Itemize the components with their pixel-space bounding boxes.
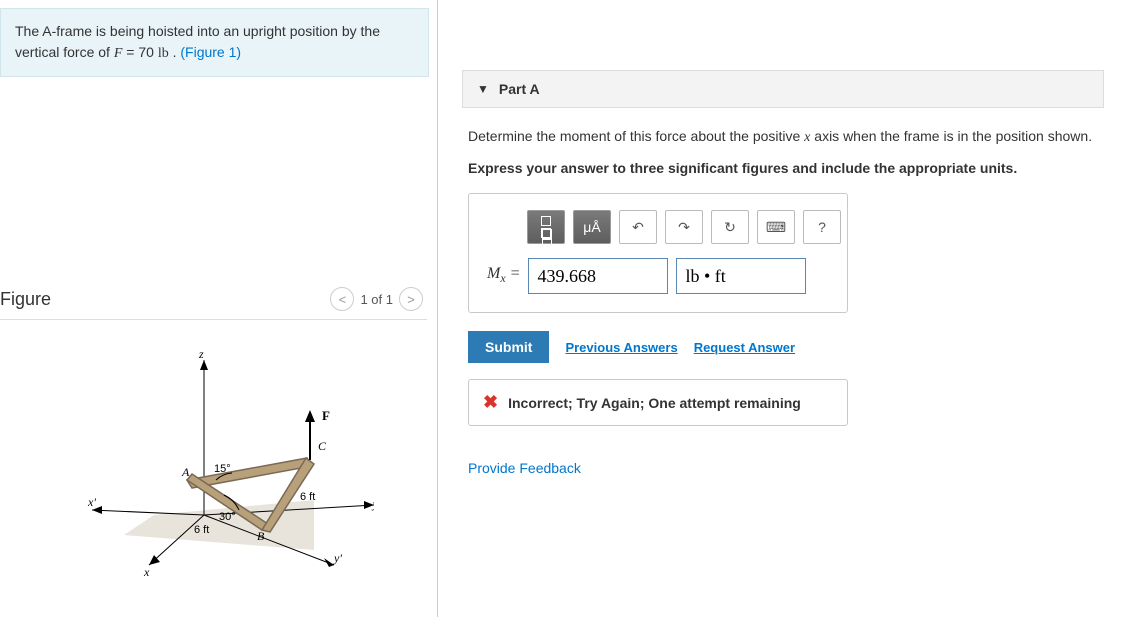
dim-left-label: 6 ft	[194, 524, 209, 536]
redo-button[interactable]: ↷	[665, 210, 703, 244]
part-prompt-1: Determine the moment of this force about…	[468, 126, 1098, 148]
axis-y-label: y	[371, 497, 373, 511]
dim-right-label: 6 ft	[300, 491, 315, 503]
incorrect-icon: ✖	[483, 392, 498, 413]
problem-statement: The A-frame is being hoisted into an upr…	[0, 8, 429, 77]
figure-heading: Figure	[0, 289, 51, 310]
angle-15-label: 15°	[214, 463, 231, 475]
angle-30-label: 30°	[219, 511, 236, 523]
feedback-message: Incorrect; Try Again; One attempt remain…	[508, 395, 801, 411]
request-answer-link[interactable]: Request Answer	[694, 340, 795, 355]
keyboard-button[interactable]: ⌨	[757, 210, 795, 244]
point-b-label: B	[257, 529, 265, 543]
figure-diagram: z F C A B 15° 30° 6 ft 6 ft x' y x y'	[54, 340, 374, 580]
answer-lhs: Mx =	[487, 265, 520, 286]
answer-toolbar: μÅ ↶ ↷ ↻ ⌨ ?	[527, 210, 829, 244]
figure-reference-link[interactable]: (Figure 1)	[180, 44, 241, 60]
collapse-caret-icon: ▼	[477, 82, 489, 96]
force-label: F	[322, 408, 330, 423]
point-c-label: C	[318, 439, 327, 453]
figure-nav-text: 1 of 1	[360, 292, 393, 307]
axis-z-label: z	[198, 347, 204, 361]
answer-unit-input[interactable]	[676, 258, 806, 294]
answer-panel: μÅ ↶ ↷ ↻ ⌨ ? Mx =	[468, 193, 848, 313]
point-a-label: A	[181, 465, 190, 479]
problem-unit: lb	[158, 46, 169, 61]
problem-eq: = 70	[122, 44, 157, 60]
figure-prev-button[interactable]: <	[330, 287, 354, 311]
axis-xprime-label: x'	[87, 495, 96, 509]
provide-feedback-link[interactable]: Provide Feedback	[468, 460, 1098, 476]
answer-row: Mx =	[487, 258, 829, 294]
undo-button[interactable]: ↶	[619, 210, 657, 244]
help-button[interactable]: ?	[803, 210, 841, 244]
previous-answers-link[interactable]: Previous Answers	[565, 340, 677, 355]
submit-button[interactable]: Submit	[468, 331, 549, 363]
units-button[interactable]: μÅ	[573, 210, 611, 244]
part-header[interactable]: ▼ Part A	[462, 70, 1104, 108]
problem-text-2: .	[169, 44, 181, 60]
axis-x-label: x	[143, 565, 150, 579]
part-prompt-2: Express your answer to three significant…	[468, 158, 1098, 179]
figure-next-button[interactable]: >	[399, 287, 423, 311]
answer-value-input[interactable]	[528, 258, 668, 294]
feedback-box: ✖ Incorrect; Try Again; One attempt rema…	[468, 379, 848, 426]
reset-button[interactable]: ↻	[711, 210, 749, 244]
axis-yprime-label: y'	[333, 551, 342, 565]
part-title: Part A	[499, 81, 540, 97]
figure-nav: < 1 of 1 >	[330, 287, 423, 311]
templates-button[interactable]	[527, 210, 565, 244]
